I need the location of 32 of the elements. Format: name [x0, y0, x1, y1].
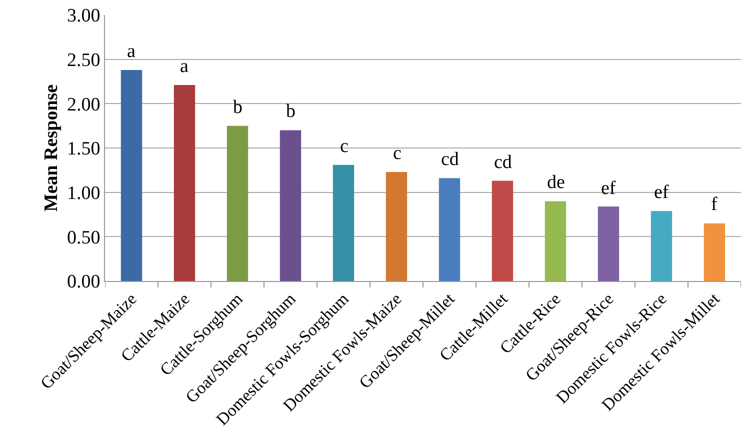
bar: [332, 164, 354, 281]
y-tick-label: 2.50: [66, 50, 100, 71]
bar: [226, 126, 248, 281]
annotation: c: [340, 136, 348, 157]
annotation: ef: [654, 182, 670, 203]
y-axis-title: Mean Response: [41, 84, 62, 212]
bar: [492, 180, 514, 281]
bar: [598, 206, 620, 281]
bar: [650, 210, 672, 281]
annotation: a: [127, 41, 136, 62]
bar: [704, 223, 726, 281]
bar: [120, 70, 142, 281]
annotation: c: [393, 143, 402, 164]
bar: [386, 172, 408, 281]
y-tick-label: 3.00: [66, 6, 100, 27]
annotation: b: [286, 101, 296, 122]
y-tick-label: 0.00: [66, 272, 100, 293]
annotation: a: [180, 56, 189, 77]
annotation: f: [711, 194, 718, 215]
y-tick-label: 1.50: [66, 138, 100, 160]
y-tick-label: 0.50: [66, 227, 100, 248]
annotation: cd: [441, 149, 460, 170]
y-tick-label: 2.00: [66, 94, 100, 116]
bar: [174, 85, 196, 281]
bar: [438, 178, 460, 281]
bar: [544, 201, 566, 281]
annotation: de: [547, 172, 565, 193]
annotation: cd: [494, 152, 512, 173]
y-tick-label: 1.00: [66, 182, 100, 204]
annotation: b: [233, 97, 242, 118]
bar: [280, 130, 302, 281]
annotation: ef: [601, 178, 616, 199]
